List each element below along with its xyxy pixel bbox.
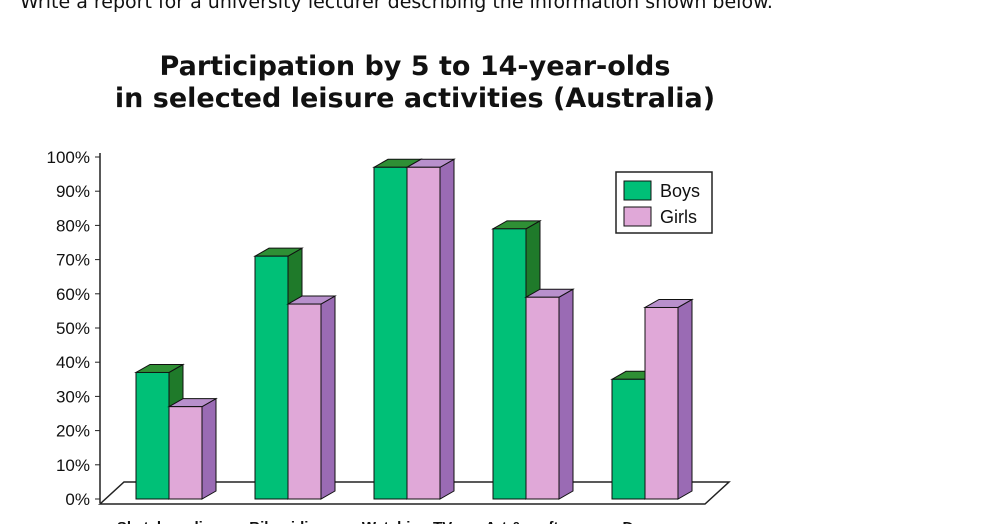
legend-swatch-boys (623, 180, 652, 201)
legend-label-girls: Girls (660, 207, 697, 227)
bar-girls-3 (524, 288, 575, 500)
y-tick-label: 20% (56, 422, 90, 441)
x-category-label: Dance (622, 519, 667, 524)
y-tick-label: 40% (56, 353, 90, 372)
legend-label-boys: Boys (660, 181, 700, 201)
y-tick-label: 60% (56, 285, 90, 304)
chart-title-line-2: in selected leisure activities (Australi… (114, 83, 716, 114)
bar-girls-4 (643, 298, 694, 500)
bar-girls-1 (286, 295, 337, 500)
bar-front (373, 166, 408, 500)
x-category-label: Bike riding (249, 519, 327, 524)
x-category-label: Watching TV (362, 519, 452, 524)
y-tick-label: 50% (56, 319, 90, 338)
bar-front (492, 228, 527, 500)
bar-girls-0 (167, 397, 218, 500)
y-tick-label: 90% (56, 182, 90, 201)
bar-front (135, 371, 170, 500)
axis-layer: 0% 10% 20% 30% 40% 50% 60% 70% 80% 90% 100% Skatebo… (47, 148, 731, 524)
chart-floor (98, 481, 731, 505)
bar-side (439, 158, 455, 500)
bar-front (525, 296, 560, 500)
legend: Boys Girls (615, 171, 713, 234)
x-category-label: Art & crafts (485, 519, 567, 524)
chart-title-line-1: Participation by 5 to 14-year-olds (159, 51, 671, 82)
x-category-label: Skateboarding (117, 519, 221, 524)
bar-front (254, 255, 289, 500)
y-tick-label: 70% (56, 251, 90, 270)
bar-front (287, 303, 322, 500)
bar-side (201, 397, 217, 500)
bars-layer (134, 158, 694, 500)
y-tick-label: 100% (47, 148, 90, 167)
bar-side (558, 288, 574, 500)
legend-swatch-girls (623, 206, 652, 227)
y-tick-label: 80% (56, 216, 90, 235)
bar-front (611, 378, 646, 500)
task-instruction: Write a report for a university lecturer… (20, 0, 773, 13)
y-tick-label: 0% (65, 490, 90, 509)
bar-front (168, 406, 203, 500)
bar-front (644, 306, 679, 500)
y-tick-label: 30% (56, 387, 90, 406)
bar-front (406, 166, 441, 500)
bar-girls-2 (405, 158, 456, 500)
bar-side (320, 295, 336, 500)
bar-side (677, 298, 693, 500)
y-tick-label: 10% (56, 456, 90, 475)
